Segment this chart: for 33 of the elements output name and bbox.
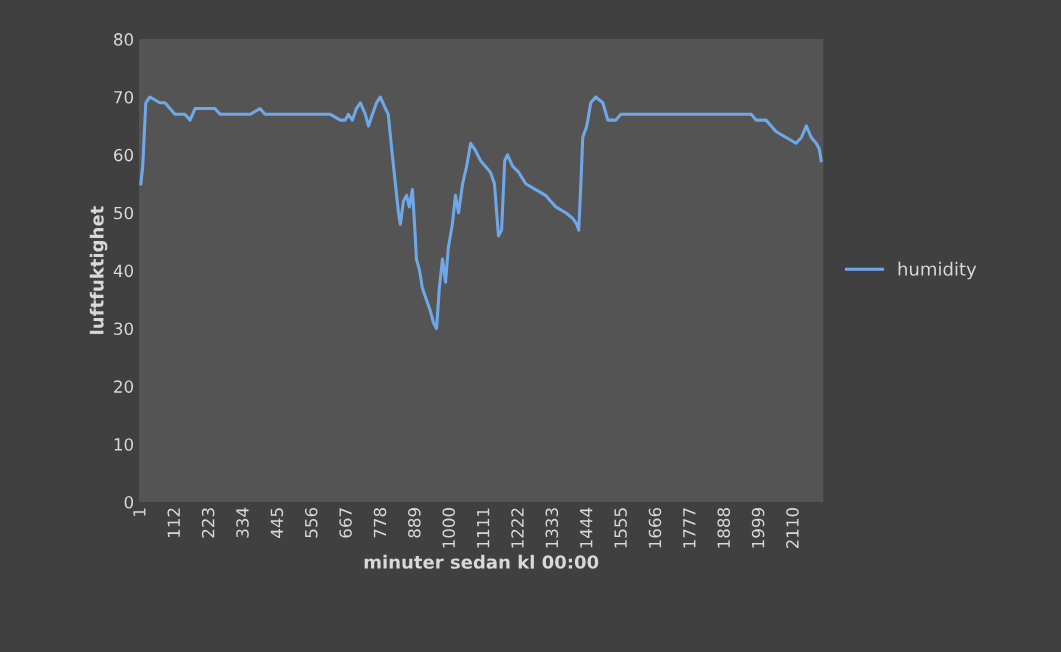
legend-label: humidity: [898, 261, 977, 280]
x-tick-label: 1555: [614, 508, 627, 548]
x-tick-label: 1999: [751, 508, 765, 548]
x-tick-label: 112: [167, 508, 180, 537]
x-tick-label: 334: [236, 507, 249, 538]
x-tick-label: 1666: [648, 507, 662, 548]
x-tick-label: 1444: [580, 507, 593, 548]
x-tick-label: 445: [270, 508, 284, 538]
x-tick-label: 1222: [511, 508, 524, 548]
y-tick-label: 70: [114, 90, 134, 104]
x-tick-label: 1111: [477, 508, 490, 548]
y-tick-label: 50: [114, 206, 134, 220]
x-tick-label: 1888: [717, 508, 731, 548]
x-tick-label: 1000: [442, 508, 456, 548]
line-series: [139, 95, 823, 330]
x-tick-label: 889: [408, 508, 421, 538]
y-tick-label: 10: [114, 438, 134, 451]
x-tick-label: 223: [201, 508, 215, 538]
x-tick-label: 1777: [683, 508, 696, 548]
y-axis-title: luftfuktighet: [89, 206, 108, 334]
x-tick-label: 778: [373, 508, 387, 538]
x-tick-label: 2110: [786, 508, 799, 549]
x-tick-label: 556: [304, 507, 318, 538]
y-tick-label: 0: [124, 496, 134, 509]
y-tick-label: 80: [114, 33, 134, 46]
x-axis-title: minuter sedan kl 00:00: [364, 554, 599, 569]
x-tick-label: 667: [339, 508, 352, 538]
y-tick-label: 20: [114, 380, 134, 393]
x-tick-label: 1: [133, 508, 146, 516]
y-tick-label: 40: [113, 264, 134, 278]
y-tick-label: 60: [114, 148, 134, 162]
x-tick-label: 1333: [545, 508, 559, 548]
y-tick-label: 30: [114, 322, 134, 336]
